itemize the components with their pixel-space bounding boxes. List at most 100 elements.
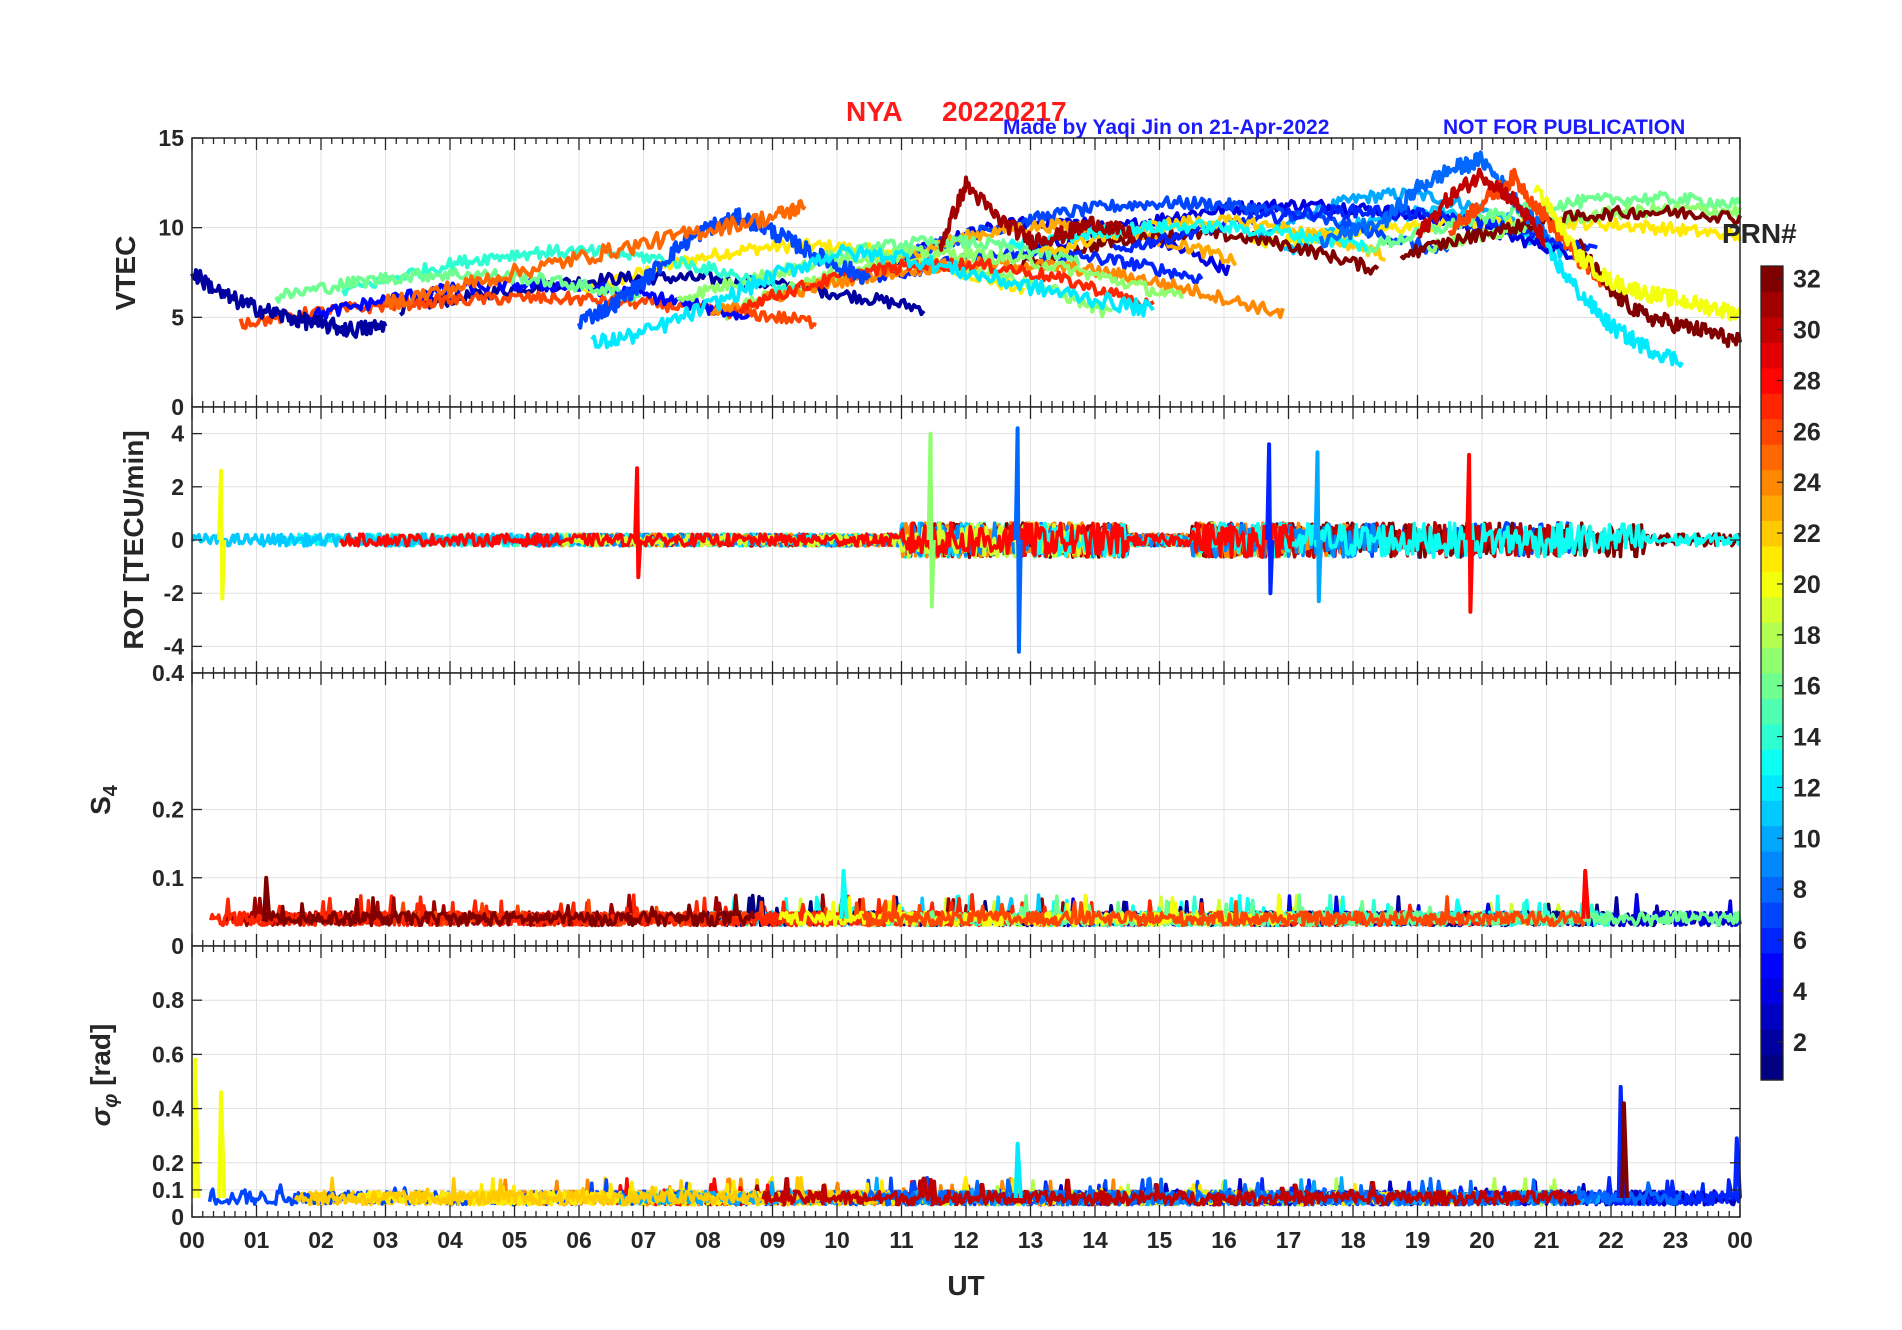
x-tick-label: 03 bbox=[373, 1227, 399, 1253]
x-tick-label: 08 bbox=[695, 1227, 721, 1253]
sigma-track-prn-30 bbox=[761, 1176, 1582, 1207]
x-tick-label: 20 bbox=[1469, 1227, 1495, 1253]
x-tick-label: 01 bbox=[244, 1227, 270, 1253]
y-tick-label: 4 bbox=[171, 421, 184, 447]
y-tick-label: 0 bbox=[171, 1204, 184, 1230]
colorbar-frame bbox=[1760, 265, 1784, 1081]
y-tick-label: 15 bbox=[158, 125, 184, 151]
y-tick-label: 0.1 bbox=[152, 865, 184, 891]
x-tick-label: 05 bbox=[502, 1227, 528, 1253]
sigma-spike bbox=[1013, 1141, 1023, 1199]
colorbar-segment bbox=[1761, 978, 1783, 1005]
colorbar-segment bbox=[1761, 291, 1783, 318]
x-tick-label: 10 bbox=[824, 1227, 850, 1253]
colorbar-segment bbox=[1761, 469, 1783, 496]
ut-axis-label: UT bbox=[947, 1270, 985, 1301]
y-tick-label: 2 bbox=[171, 474, 184, 500]
colorbar-tick-label: 8 bbox=[1793, 876, 1807, 904]
rot-track-prn-28 bbox=[338, 521, 1295, 559]
sigma-spike bbox=[217, 1090, 227, 1199]
colorbar-segment bbox=[1761, 774, 1783, 801]
colorbar-segment bbox=[1761, 1003, 1783, 1030]
sigma-spike bbox=[1620, 1101, 1630, 1199]
x-tick-label: 04 bbox=[437, 1227, 463, 1253]
colorbar-tick-label: 16 bbox=[1793, 673, 1821, 701]
not-for-publication-label: NOT FOR PUBLICATION bbox=[1443, 116, 1686, 139]
vtec-series-prn-2 bbox=[190, 268, 388, 339]
y-tick-label: 0 bbox=[171, 527, 184, 553]
x-tick-label: 22 bbox=[1598, 1227, 1624, 1253]
colorbar-segment bbox=[1761, 800, 1783, 827]
colorbar-segment bbox=[1761, 622, 1783, 649]
x-tick-label: 12 bbox=[953, 1227, 979, 1253]
y-tick-label: 0.4 bbox=[152, 660, 184, 686]
colorbar-segment bbox=[1761, 494, 1783, 521]
y-tick-label: 0.6 bbox=[152, 1041, 184, 1067]
colorbar-tick-label: 20 bbox=[1793, 571, 1821, 599]
colorbar-segment bbox=[1761, 901, 1783, 928]
vtec-series-prn-31 bbox=[938, 175, 1136, 252]
colorbar-tick-label: 14 bbox=[1793, 724, 1821, 752]
station-label: NYA bbox=[846, 96, 903, 127]
x-tick-label: 17 bbox=[1276, 1227, 1302, 1253]
vtec-track-prn-22 bbox=[1038, 213, 1386, 262]
colorbar-segment bbox=[1761, 393, 1783, 420]
rot-spike bbox=[926, 431, 936, 609]
colorbar-segment bbox=[1761, 952, 1783, 979]
colorbar-segment bbox=[1761, 1054, 1783, 1081]
colorbar-segment bbox=[1761, 749, 1783, 776]
y-tick-label: -2 bbox=[164, 580, 184, 606]
x-tick-label: 00 bbox=[1727, 1227, 1753, 1253]
s4-track-prn-32 bbox=[261, 893, 756, 928]
y-tick-label: 0.4 bbox=[152, 1096, 184, 1122]
colorbar-segment bbox=[1761, 596, 1783, 623]
y-tick-label: 0.2 bbox=[152, 1150, 184, 1176]
rot-data bbox=[190, 426, 1742, 654]
colorbar-segment bbox=[1761, 520, 1783, 547]
y-tick-label: 0.8 bbox=[152, 987, 184, 1013]
x-tick-label: 18 bbox=[1340, 1227, 1366, 1253]
vtec-track-prn-16 bbox=[274, 267, 642, 304]
vtec-series-prn-20 bbox=[1532, 184, 1742, 322]
colorbar-tick-label: 4 bbox=[1793, 978, 1807, 1006]
sigma-spike bbox=[1732, 1136, 1742, 1199]
colorbar-segment bbox=[1761, 571, 1783, 598]
vtec-series-prn-12b bbox=[1544, 241, 1684, 368]
colorbar-segment bbox=[1761, 444, 1783, 471]
rot-spike bbox=[1313, 450, 1323, 604]
vtec-series-prn-12 bbox=[590, 243, 1155, 350]
colorbar-segment bbox=[1761, 927, 1783, 954]
colorbar-segment bbox=[1761, 342, 1783, 369]
colorbar-tick-label: 10 bbox=[1793, 825, 1821, 853]
x-tick-label: 02 bbox=[308, 1227, 334, 1253]
x-tick-label: 09 bbox=[760, 1227, 786, 1253]
colorbar-segment bbox=[1761, 545, 1783, 572]
rot-spike bbox=[633, 466, 643, 580]
x-tick-label: 07 bbox=[631, 1227, 657, 1253]
x-tick-label: 06 bbox=[566, 1227, 592, 1253]
x-tick-label: 21 bbox=[1534, 1227, 1560, 1253]
colorbar-segment bbox=[1761, 673, 1783, 700]
sigma-spike bbox=[191, 1057, 201, 1199]
colorbar-segment bbox=[1761, 1029, 1783, 1056]
y-tick-label: 5 bbox=[171, 304, 184, 330]
colorbar-segment bbox=[1761, 367, 1783, 394]
x-tick-label: 16 bbox=[1211, 1227, 1237, 1253]
colorbar-segment bbox=[1761, 723, 1783, 750]
vtec-panel: 0 5 10 15 bbox=[158, 125, 1742, 420]
colorbar-tick-label: 30 bbox=[1793, 317, 1821, 345]
x-tick-label: 14 bbox=[1082, 1227, 1108, 1253]
colorbar-tick-label: 26 bbox=[1793, 418, 1821, 446]
rot-spike bbox=[1465, 452, 1475, 614]
x-tick-label: 00 bbox=[179, 1227, 205, 1253]
colorbar-title: PRN# bbox=[1722, 218, 1797, 249]
s4-track-prn-26 bbox=[861, 894, 1586, 928]
x-tick-label: 19 bbox=[1405, 1227, 1431, 1253]
sigma-data bbox=[191, 1057, 1742, 1207]
vtec-track-prn-32 bbox=[1399, 204, 1742, 261]
x-tick-label: 11 bbox=[889, 1227, 914, 1253]
s4-data bbox=[208, 868, 1742, 928]
rot-panel: -4 -2 0 2 4 bbox=[164, 406, 1742, 674]
